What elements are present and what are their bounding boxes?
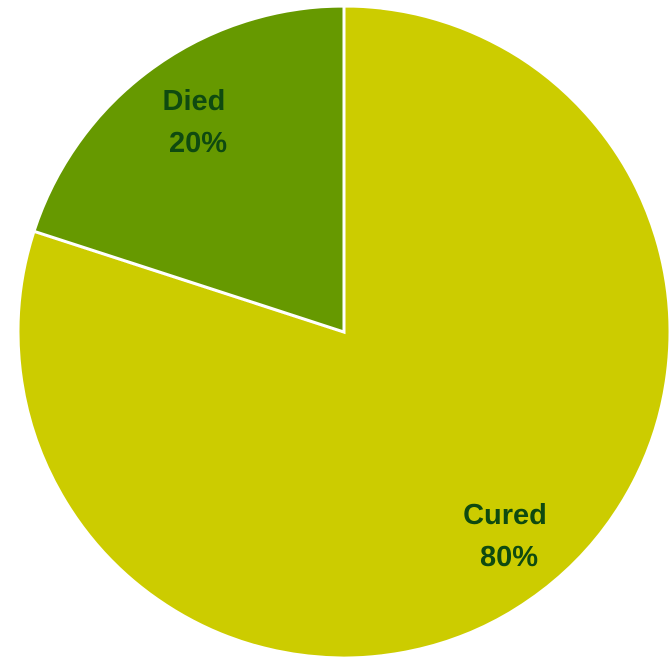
pie-slice-died: [32, 4, 346, 335]
slice-percent-cured: 80%: [480, 541, 538, 573]
slice-label-died: Died 20%: [163, 85, 234, 159]
slice-percent-died: 20%: [169, 127, 227, 159]
pie-slices: [16, 4, 669, 658]
slice-name-died: Died: [163, 85, 226, 117]
slice-name-cured: Cured: [463, 499, 547, 531]
slice-label-cured: Cured 80%: [463, 499, 555, 573]
